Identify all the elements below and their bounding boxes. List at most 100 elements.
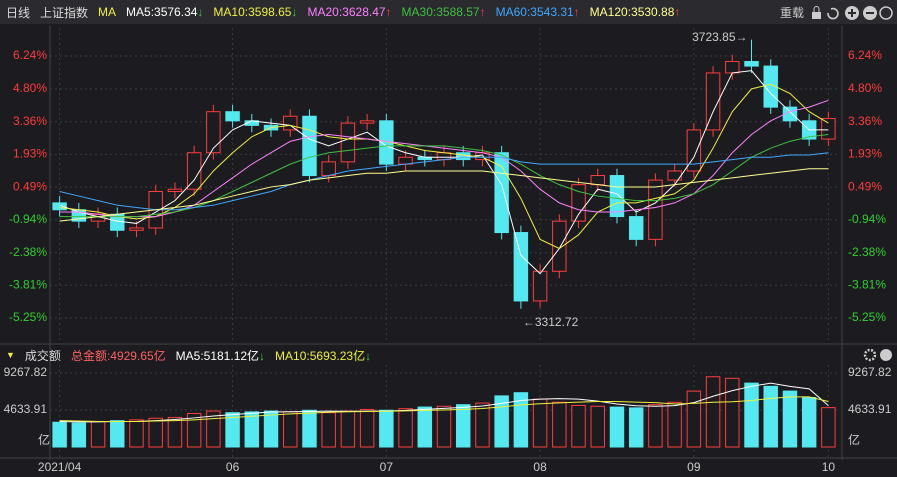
legend-label: MA120:3530.88	[589, 5, 675, 19]
close-icon[interactable]	[879, 5, 893, 20]
volume-bar	[436, 405, 452, 448]
candle-body	[686, 129, 702, 172]
volume-bar	[725, 377, 740, 448]
icons	[863, 348, 892, 362]
legend-item: MA120:3530.88↑	[590, 5, 681, 19]
volume-bar	[129, 419, 144, 448]
volume-bar	[263, 410, 279, 448]
y-tick-label-right: 3.36%	[848, 114, 882, 128]
high-annotation: 3723.85→	[692, 30, 747, 44]
legend: MA5:3576.34↓ MA10:3598.65↓ MA20:3628.47↑ MA…	[126, 5, 680, 19]
y-tick-label-right: -5.25%	[848, 310, 886, 324]
candle-body	[571, 184, 586, 222]
legend-arrow: ↓	[197, 5, 204, 19]
close-icon[interactable]	[880, 349, 892, 361]
x-tick-label: 07	[380, 460, 394, 474]
settings-icon[interactable]	[863, 348, 877, 362]
legend-item: MA10:3598.65↓	[213, 5, 297, 19]
y-tick-label: -0.94%	[9, 212, 47, 226]
reload[interactable]: 重载	[779, 6, 804, 20]
volume-bar	[590, 405, 605, 448]
legend-arrow: ↓	[365, 348, 372, 363]
volume-bar	[782, 390, 798, 448]
candle-body	[321, 161, 336, 177]
low-annotation: ←3312.72	[523, 315, 579, 329]
y-tick-label-right: 0.49%	[848, 179, 882, 193]
y-tick-label-right: 4633.91	[848, 402, 892, 416]
y-tick-label-right: 9267.82	[848, 365, 892, 379]
index-name[interactable]: 上证指数	[40, 5, 89, 20]
legend-label: MA10:5693.23亿	[275, 348, 366, 363]
candle-body	[513, 232, 529, 302]
candle-body	[167, 188, 183, 192]
candle-body	[628, 216, 644, 240]
y-tick-label: 0.49%	[13, 179, 47, 193]
legend-label: MA5:5181.12亿	[175, 348, 260, 363]
legend-arrow: ↓	[259, 348, 266, 363]
legend-arrow: ↑	[385, 5, 392, 19]
toolbar: 日线 上证指数 MA MA5:3576.34↓ MA10:3598.65↓ MA20…	[0, 0, 897, 24]
ma-label: MA	[98, 5, 117, 19]
volume-title: 成交额	[24, 348, 61, 363]
volume-bar	[571, 404, 586, 448]
legend-arrow: ↑	[573, 5, 580, 19]
volume-bar	[359, 408, 375, 448]
volume-bar	[821, 407, 836, 448]
candle-body	[52, 202, 67, 211]
candle-body	[283, 115, 298, 131]
volume-bar	[52, 421, 67, 448]
legend-arrow: ↑	[674, 5, 681, 19]
y-tick-label: -5.25%	[9, 310, 47, 324]
candle-body	[744, 61, 759, 67]
undo-icon[interactable]	[827, 7, 839, 19]
volume-bar	[167, 416, 183, 448]
volume-bar	[283, 411, 298, 448]
volume-bar	[648, 404, 663, 448]
icons	[812, 5, 893, 20]
legend-item: MA5:5181.12亿↓	[176, 347, 265, 364]
volume-bar	[398, 408, 413, 448]
candle-body	[359, 120, 375, 124]
volume-header: ▼ 成交额 总金额:4929.65亿 MA5:5181.12亿↓ MA10:569…	[6, 347, 372, 364]
candle-body	[340, 122, 356, 163]
volume-bar	[801, 396, 817, 448]
ma-line	[59, 99, 829, 218]
candle-body	[609, 175, 625, 218]
x-tick-label: 06	[226, 460, 240, 474]
volume-bar	[455, 404, 471, 448]
unit-label: 亿	[38, 432, 50, 447]
lock-icon[interactable]	[812, 11, 821, 19]
legend-label: MA60:3543.31	[495, 5, 574, 19]
volume-bar	[552, 401, 567, 448]
candle-body	[225, 111, 240, 122]
volume-bar	[321, 412, 336, 448]
period[interactable]: 日线	[6, 5, 31, 20]
y-tick-label: 9267.82	[4, 365, 48, 379]
volume-bar	[628, 407, 644, 448]
candle-body	[821, 118, 836, 140]
volume-bar	[90, 420, 106, 448]
y-tick-label: -2.38%	[9, 245, 47, 259]
legend-label: MA5:3576.34	[126, 5, 198, 19]
x-tick-label: 10	[822, 460, 836, 474]
y-tick-label-right: 1.93%	[848, 147, 882, 161]
toolbar-icons: 重载	[780, 4, 893, 21]
legend-item: MA20:3628.47↑	[307, 5, 391, 19]
legend-item: MA5:3576.34↓	[126, 5, 203, 19]
volume-bar	[340, 410, 356, 448]
legend-label: MA20:3628.47	[307, 5, 386, 19]
volume-bar	[686, 390, 702, 448]
volume-bar	[705, 376, 721, 448]
x-tick-label: 09	[687, 460, 701, 474]
candle-body	[648, 179, 663, 240]
y-tick-label-right: -0.94%	[848, 212, 886, 226]
volume-bar	[609, 406, 625, 448]
volume-bar	[667, 401, 682, 448]
candle-body	[186, 152, 202, 190]
volume-bar	[744, 382, 759, 448]
candle-body	[725, 61, 740, 74]
legend-item: MA30:3588.57↑	[402, 5, 486, 19]
y-tick-label: 6.24%	[13, 48, 47, 62]
